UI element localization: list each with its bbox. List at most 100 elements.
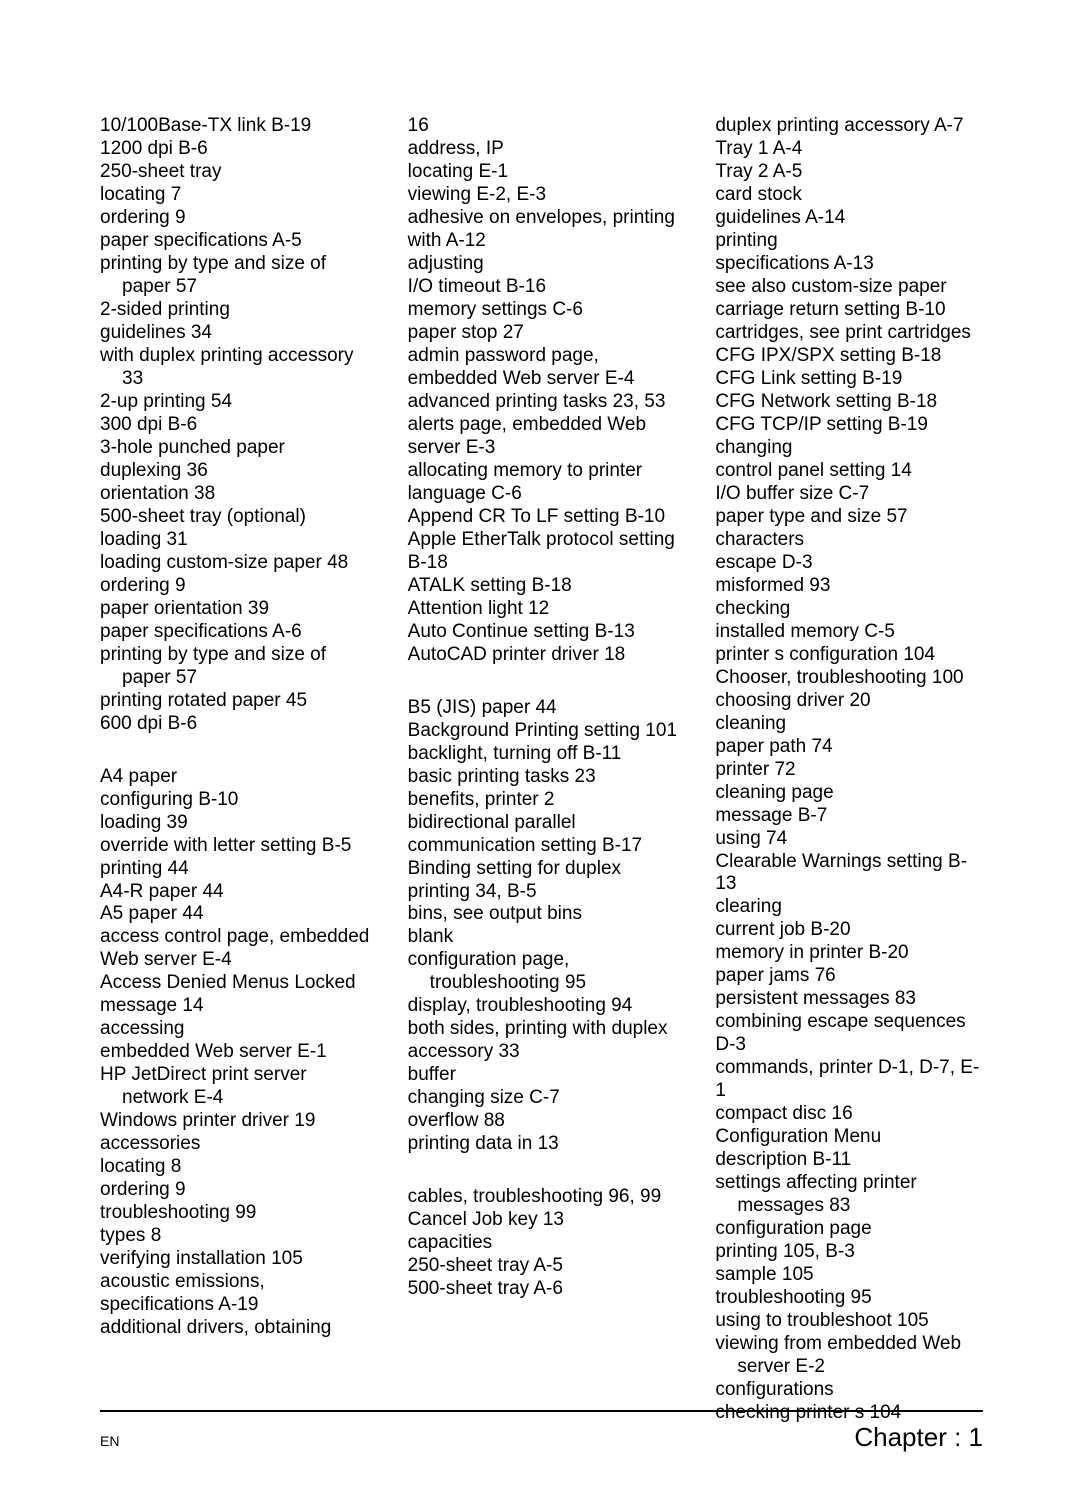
index-entry: 3-hole punched paper: [100, 437, 370, 460]
index-entry: printing 105, B-3: [715, 1241, 985, 1264]
index-entry: printing by type and size of paper 57: [100, 644, 370, 690]
index-entry: configuration page, troubleshooting 95: [408, 949, 678, 995]
index-entry: changing size C-7: [408, 1087, 678, 1110]
index-entry: ordering 9: [100, 575, 370, 598]
footer-left: EN: [100, 1433, 119, 1449]
index-entry: acoustic emissions, specifications A-19: [100, 1271, 370, 1317]
index-entry: 1200 dpi B-6: [100, 138, 370, 161]
index-entry: 500-sheet tray A-6: [408, 1278, 678, 1301]
index-entry: specifications A-13: [715, 253, 985, 276]
index-entry: bins, see output bins: [408, 903, 678, 926]
index-entry: display, troubleshooting 94: [408, 995, 678, 1018]
index-entry: troubleshooting 99: [100, 1202, 370, 1225]
index-entry: Configuration Menu: [715, 1126, 985, 1149]
index-entry: paper specifications A-6: [100, 621, 370, 644]
index-entry: access control page, embedded Web server…: [100, 926, 370, 972]
index-entry: clearing: [715, 896, 985, 919]
index-entry: locating E-1: [408, 161, 678, 184]
index-entry: locating 7: [100, 184, 370, 207]
index-entry: I/O buffer size C-7: [715, 483, 985, 506]
index-entry: B5 (JIS) paper 44: [408, 697, 678, 720]
index-entry: types 8: [100, 1225, 370, 1248]
index-entry: message B-7: [715, 805, 985, 828]
index-entry: loading 31: [100, 529, 370, 552]
index-entry: viewing E-2, E-3: [408, 184, 678, 207]
index-entry: printing 44: [100, 858, 370, 881]
index-entry: configuration page: [715, 1218, 985, 1241]
index-entry: paper stop 27: [408, 322, 678, 345]
index-entry: A5 paper 44: [100, 903, 370, 926]
index-entry: verifying installation 105: [100, 1248, 370, 1271]
index-entry: loading custom-size paper 48: [100, 552, 370, 575]
index-entry: 600 dpi B-6: [100, 713, 370, 736]
index-entry: additional drivers, obtaining: [100, 1317, 370, 1340]
index-entry: buffer: [408, 1064, 678, 1087]
index-entry: accessing: [100, 1018, 370, 1041]
index-entry: 500-sheet tray (optional): [100, 506, 370, 529]
index-entry: 250-sheet tray A-5: [408, 1255, 678, 1278]
index-entry: carriage return setting B-10: [715, 299, 985, 322]
index-entry: cleaning page: [715, 782, 985, 805]
index-entry: changing: [715, 437, 985, 460]
index-entry: cables, troubleshooting 96, 99: [408, 1186, 678, 1209]
index-entry: printer 72: [715, 759, 985, 782]
index-entry: with duplex printing accessory 33: [100, 345, 370, 391]
index-entry: Attention light 12: [408, 598, 678, 621]
index-entry: bidirectional parallel communication set…: [408, 812, 678, 858]
index-entry: embedded Web server E-1: [100, 1041, 370, 1064]
index-entry: loading 39: [100, 812, 370, 835]
index-entry: allocating memory to printer language C-…: [408, 460, 678, 506]
index-entry: admin password page, embedded Web server…: [408, 345, 678, 391]
index-entry: orientation 38: [100, 483, 370, 506]
index-entry: escape D-3: [715, 552, 985, 575]
index-entry: memory in printer B-20: [715, 942, 985, 965]
index-entry: card stock: [715, 184, 985, 207]
index-entry: Auto Continue setting B-13: [408, 621, 678, 644]
index-entry: ordering 9: [100, 1179, 370, 1202]
index-entry: combining escape sequences D-3: [715, 1011, 985, 1057]
index-entry: settings affecting printer messages 83: [715, 1172, 985, 1218]
index-entry: paper jams 76: [715, 965, 985, 988]
index-entry: Append CR To LF setting B-10: [408, 506, 678, 529]
index-entry: using 74: [715, 828, 985, 851]
index-entry: Background Printing setting 101: [408, 720, 678, 743]
index-entry: both sides, printing with duplex accesso…: [408, 1018, 678, 1064]
index-entry: Binding setting for duplex printing 34, …: [408, 858, 678, 904]
index-entry: basic printing tasks 23: [408, 766, 678, 789]
index-entry: 2-up printing 54: [100, 391, 370, 414]
index-entry: printing: [715, 230, 985, 253]
page-footer: EN Chapter : 1: [100, 1410, 983, 1453]
index-entry: HP JetDirect print server network E-4: [100, 1064, 370, 1110]
footer-right: Chapter : 1: [854, 1422, 983, 1453]
index-entry: Clearable Warnings setting B-13: [715, 851, 985, 897]
index-entry: configurations: [715, 1379, 985, 1402]
index-entry: installed memory C-5: [715, 621, 985, 644]
column-3: duplex printing accessory A-7Tray 1 A-4T…: [715, 115, 985, 1425]
index-entry: accessories: [100, 1133, 370, 1156]
index-entry: alerts page, embedded Web server E-3: [408, 414, 678, 460]
index-entry: characters: [715, 529, 985, 552]
index-entry: locating 8: [100, 1156, 370, 1179]
index-entry: 10/100Base-TX link B-19: [100, 115, 370, 138]
index-entry: duplexing 36: [100, 460, 370, 483]
index-entry: configuring B-10: [100, 789, 370, 812]
index-entry: paper type and size 57: [715, 506, 985, 529]
index-entry: 16: [408, 115, 678, 138]
index-entry: CFG Link setting B-19: [715, 368, 985, 391]
index-entry: 300 dpi B-6: [100, 414, 370, 437]
index-entry: cleaning: [715, 713, 985, 736]
index-entry: memory settings C-6: [408, 299, 678, 322]
index-entry: using to troubleshoot 105: [715, 1310, 985, 1333]
index-columns: 10/100Base-TX link B-191200 dpi B-6 250-s…: [100, 115, 985, 1425]
index-entry: persistent messages 83: [715, 988, 985, 1011]
index-entry: guidelines A-14: [715, 207, 985, 230]
index-entry: checking: [715, 598, 985, 621]
index-entry: description B-11: [715, 1149, 985, 1172]
index-entry: A4 paper: [100, 766, 370, 789]
index-entry: ordering 9: [100, 207, 370, 230]
index-entry: paper specifications A-5: [100, 230, 370, 253]
index-entry: CFG IPX/SPX setting B-18: [715, 345, 985, 368]
index-entry: paper orientation 39: [100, 598, 370, 621]
index-entry: adjusting: [408, 253, 678, 276]
index-entry: benefits, printer 2: [408, 789, 678, 812]
